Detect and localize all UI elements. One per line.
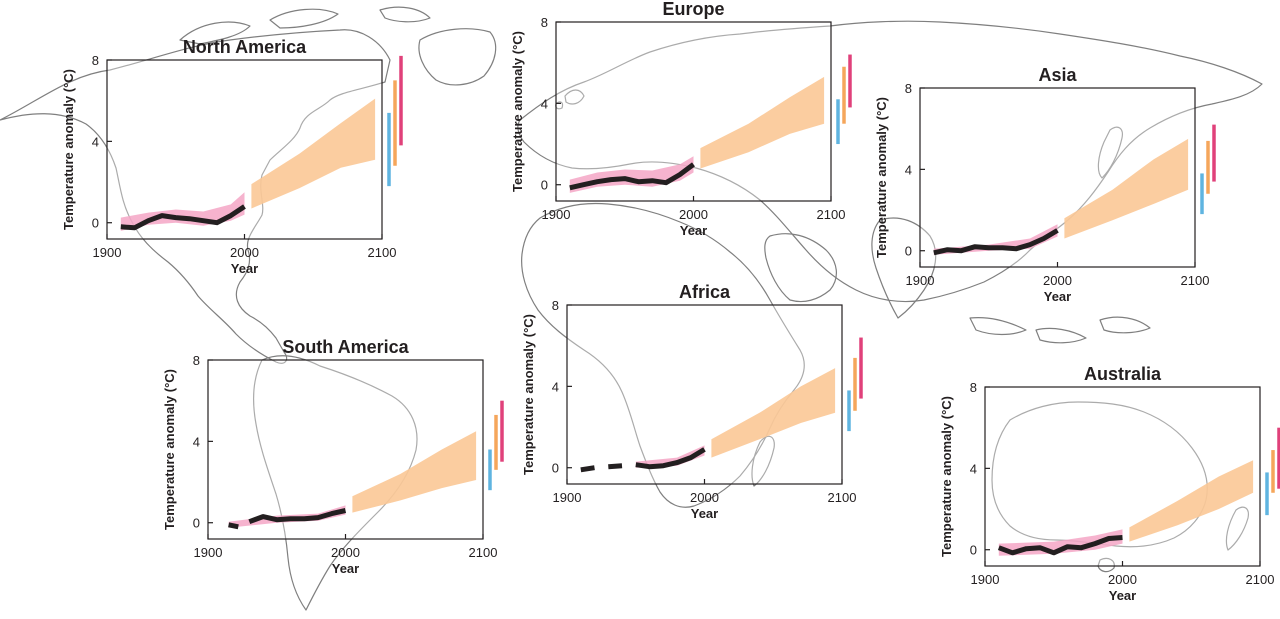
y-axis-label: Temperature anomaly (°C) (510, 31, 525, 192)
chart-title: Europe (662, 0, 724, 19)
x-axis-label: Year (332, 561, 359, 576)
y-tick-label: 4 (541, 96, 548, 111)
x-tick-label: 2100 (469, 545, 498, 560)
x-tick-label: 2100 (828, 490, 857, 505)
arctic-islands (179, 6, 431, 45)
projection-band (700, 76, 825, 169)
x-tick-label: 2000 (331, 545, 360, 560)
observed-series-line-1 (997, 535, 1123, 556)
x-tick-label: 1900 (93, 245, 122, 260)
y-tick-label: 4 (193, 434, 200, 449)
y-tick-label: 8 (552, 298, 559, 313)
new-zealand (1225, 506, 1249, 551)
y-axis-label: Temperature anomaly (°C) (939, 396, 954, 557)
tasmania (1097, 557, 1115, 573)
y-tick-label: 8 (541, 15, 548, 30)
india (871, 217, 937, 319)
projection-band (251, 98, 376, 209)
y-axis-label: Temperature anomaly (°C) (874, 97, 889, 258)
chart-europe: Europe 0 4 8 1900 2000 2100 Year Temperature ano… (510, 0, 852, 238)
x-axis-label: Year (680, 223, 707, 238)
y-tick-label: 8 (905, 81, 912, 96)
regional-charts: North America 0 4 8 1900 2000 2100 Year Temperat… (61, 0, 1280, 603)
x-axis-label: Year (691, 506, 718, 521)
observed-series-line-1 (228, 522, 239, 530)
chart-title: Africa (679, 282, 731, 302)
projection-band (1129, 460, 1254, 542)
chart-africa: Africa 0 4 8 1900 2000 2100 Year Temperature ano… (521, 282, 863, 521)
chart-south-america: South America 0 4 8 1900 2000 2100 Year Temperat… (162, 337, 504, 576)
madagascar (751, 435, 775, 487)
y-axis-label: Temperature anomaly (°C) (61, 69, 76, 230)
y-tick-label: 0 (552, 461, 559, 476)
observed-series-line-1 (120, 204, 246, 231)
y-tick-label: 4 (905, 162, 912, 177)
world-map-outline (0, 6, 1263, 611)
projection-band (711, 368, 836, 458)
y-tick-label: 0 (970, 543, 977, 558)
x-axis-label: Year (231, 261, 258, 276)
chart-title: North America (183, 37, 307, 57)
x-tick-label: 1900 (906, 273, 935, 288)
y-tick-label: 0 (92, 216, 99, 231)
observed-series-line-1 (933, 228, 1059, 256)
arabia (764, 233, 837, 303)
greenland (418, 28, 497, 86)
projection-band (1064, 138, 1189, 239)
observed-series-line-1 (580, 465, 595, 473)
y-tick-label: 0 (193, 516, 200, 531)
y-tick-label: 8 (92, 53, 99, 68)
japan (1097, 126, 1123, 179)
y-axis-label: Temperature anomaly (°C) (521, 314, 536, 475)
observed-series-line-2 (248, 508, 347, 525)
chart-title: Asia (1038, 65, 1077, 85)
chart-title: South America (282, 337, 409, 357)
x-tick-label: 2000 (679, 207, 708, 222)
y-tick-label: 0 (541, 178, 548, 193)
y-tick-label: 4 (970, 461, 977, 476)
y-tick-label: 0 (905, 244, 912, 259)
y-tick-label: 4 (92, 134, 99, 149)
x-tick-label: 2000 (1108, 572, 1137, 587)
x-axis-label: Year (1044, 289, 1071, 304)
x-tick-label: 1900 (553, 490, 582, 505)
chart-australia: Australia 0 4 8 1900 2000 2100 Year Temperature … (939, 364, 1280, 603)
x-tick-label: 1900 (542, 207, 571, 222)
x-tick-label: 2000 (1043, 273, 1072, 288)
x-tick-label: 2100 (817, 207, 846, 222)
africa-coast (521, 202, 805, 508)
y-tick-label: 4 (552, 379, 559, 394)
south-america-coast (252, 355, 418, 611)
y-tick-label: 8 (193, 353, 200, 368)
chart-asia: Asia 0 4 8 1900 2000 2100 Year Temperature anoma… (874, 65, 1216, 304)
observed-series-line-2 (608, 463, 623, 470)
x-tick-label: 2000 (230, 245, 259, 260)
x-tick-label: 2100 (1246, 572, 1275, 587)
observed-model-band (635, 445, 705, 468)
projection-band (352, 431, 477, 513)
x-tick-label: 1900 (971, 572, 1000, 587)
australia-coast (991, 401, 1208, 548)
x-tick-label: 2000 (690, 490, 719, 505)
x-tick-label: 2100 (1181, 273, 1210, 288)
y-tick-label: 8 (970, 380, 977, 395)
chart-north-america: North America 0 4 8 1900 2000 2100 Year Temperat… (61, 37, 403, 276)
observed-series-line-1 (569, 162, 695, 191)
chart-title: Australia (1084, 364, 1162, 384)
x-axis-label: Year (1109, 588, 1136, 603)
x-tick-label: 1900 (194, 545, 223, 560)
y-axis-label: Temperature anomaly (°C) (162, 369, 177, 530)
x-tick-label: 2100 (368, 245, 397, 260)
observed-series-line-3 (635, 447, 706, 470)
indonesia-islands (969, 316, 1151, 344)
